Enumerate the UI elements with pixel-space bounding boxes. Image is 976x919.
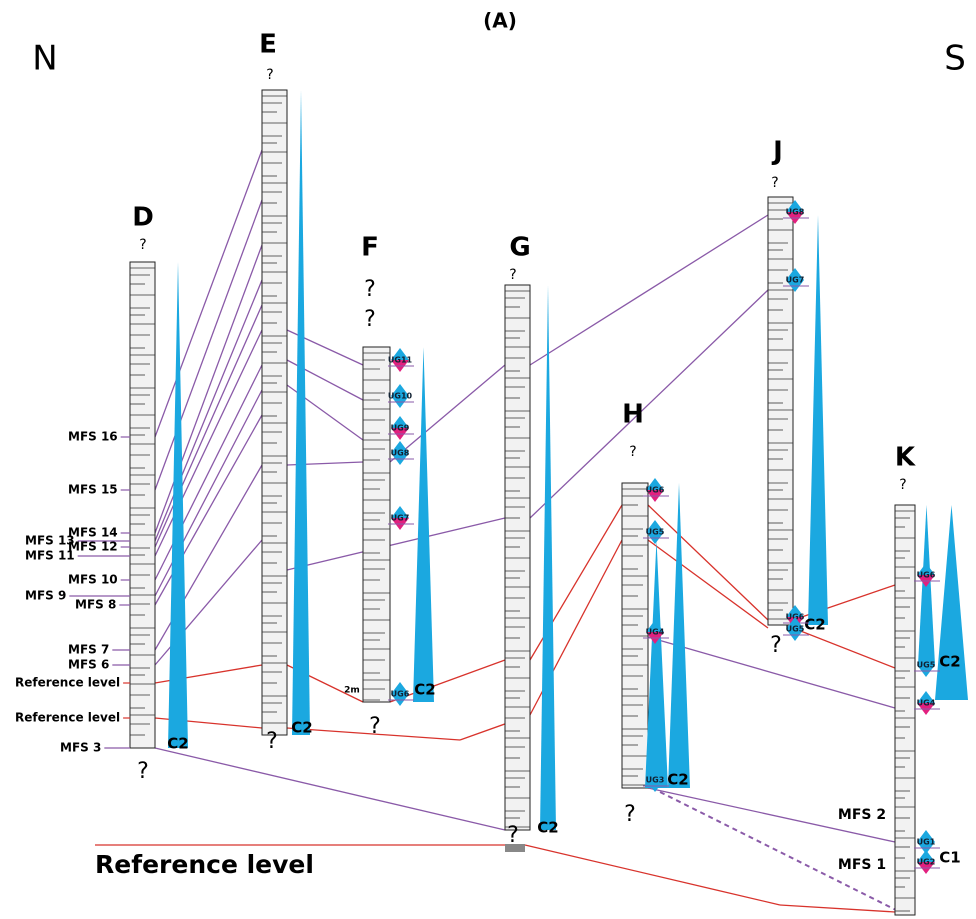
correlation-line [155,150,262,437]
lithology-column [505,285,530,830]
surface-label: MFS 8 [75,598,116,612]
cycle-triangle [413,347,434,702]
panel-label: (A) [483,9,517,33]
surface-label: MFS 7 [68,643,109,657]
unit-label: UG4 [646,628,665,637]
cycle-label: C2 [167,735,188,753]
unit-label: UG5 [786,625,805,634]
surface-label: Reference level [15,711,120,725]
lithology-column [895,505,915,915]
question-mark: ? [770,633,782,658]
unit-label: UG5 [917,661,936,670]
correlation-line [530,215,768,365]
north-label: N [32,39,57,79]
column-label: E [259,30,277,60]
reference-level-label: Reference level [95,850,314,879]
unit-label: UG7 [786,276,805,285]
correlation-line [530,290,768,518]
cycle-label: C2 [537,819,558,837]
question-mark: ? [266,729,278,754]
unit-label: UG8 [786,208,805,217]
unit-label: UG7 [391,514,410,523]
cycle-triangle [168,262,188,748]
column-label: F [361,233,379,263]
correlation-line [390,365,505,462]
question-mark: ? [364,277,376,302]
correlation-line [780,905,895,912]
cycle-triangle [540,285,556,830]
question-mark: ? [771,175,778,191]
cycle-triangle [808,215,828,625]
correlation-diagram: (A) N S Reference level D?? C2 E?? C2 F??? C2… [0,0,976,919]
surface-label: MFS 11 [25,549,75,563]
question-mark: ? [137,759,149,784]
correlation-line [155,280,262,541]
column-label: H [622,400,644,430]
surface-label: MFS 2 [838,807,886,823]
cycle-label: C1 [939,849,960,867]
question-mark: ? [624,802,636,827]
lithology-column [768,197,793,625]
surface-label: MFS 15 [68,483,118,497]
unit-label: UG3 [646,776,665,785]
correlation-line [155,200,262,490]
question-mark: ? [369,714,381,739]
correlation-line [793,628,895,668]
unit-label: UG4 [917,699,936,708]
correlation-line [287,518,505,570]
correlation-line [155,365,262,580]
surface-label: Reference level [15,676,120,690]
correlation-line [648,540,768,628]
cycle-label: C2 [667,771,688,789]
surface-label: MFS 1 [838,857,886,873]
unit-label: UG1 [917,838,936,847]
unit-label: UG10 [388,392,413,401]
correlation-line [155,245,262,533]
cycle-triangle [292,90,310,735]
question-mark: ? [364,307,376,332]
surface-label: MFS 12 [68,540,118,554]
correlation-line [525,845,780,905]
surface-label: MFS 6 [68,658,109,672]
question-mark: ? [139,237,146,253]
unit-label: UG11 [388,356,413,365]
unit-label: UG2 [917,858,936,867]
south-label: S [944,39,966,79]
column-label: G [509,233,530,263]
cycle-label: C2 [804,616,825,634]
cycle-label: C2 [291,719,312,737]
cycle-triangle [668,483,690,788]
question-mark: ? [629,444,636,460]
unit-label: UG6 [917,571,936,580]
surface-label: MFS 3 [60,741,101,755]
scale-label: 2m [344,686,360,696]
unit-label: UG6 [646,486,665,495]
unit-label: UG6 [391,690,410,699]
column-label: K [895,443,916,473]
surface-label: MFS 16 [68,430,118,444]
surface-label: MFS 14 [68,526,118,540]
cycle-label: C2 [939,653,960,671]
unit-label: UG9 [391,424,410,433]
surface-label: MFS 9 [25,589,66,603]
unit-label: UG8 [391,449,410,458]
column-label: J [771,137,783,167]
correlation-line [648,505,768,620]
surface-label: MFS 10 [68,573,118,587]
reference-block [505,844,525,852]
column-label: D [132,203,154,233]
unit-label: UG5 [646,528,665,537]
lithology-column [262,90,287,735]
question-mark: ? [266,67,273,83]
correlation-line [155,748,505,830]
question-mark: ? [509,267,516,283]
cycle-label: C2 [414,681,435,699]
question-mark: ? [899,477,906,493]
